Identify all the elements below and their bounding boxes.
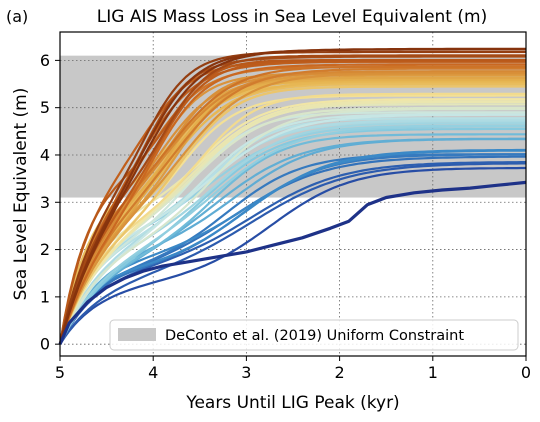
- plot-frame: [59, 31, 527, 357]
- panel-label: (a): [6, 7, 28, 26]
- x-tick-label: 3: [241, 363, 251, 382]
- ensemble-line: [58, 78, 526, 345]
- legend-box: [109, 319, 519, 351]
- ensemble-line: [58, 85, 526, 345]
- y-tick-label: 4: [40, 145, 50, 164]
- ensemble-series: [58, 47, 527, 345]
- legend-label: DeConto et al. (2019) Uniform Constraint: [165, 328, 464, 344]
- ensemble-line: [58, 117, 526, 345]
- y-tick-label: 0: [40, 335, 50, 354]
- y-tick-label: 2: [40, 240, 50, 259]
- y-tick-label: 1: [40, 287, 50, 306]
- ensemble-line: [58, 47, 526, 345]
- x-axis-ticks: 5 4 3 2 1 0: [55, 356, 531, 382]
- x-tick-label: 4: [148, 363, 158, 382]
- ensemble-line: [58, 63, 526, 345]
- x-tick-label: 0: [521, 363, 531, 382]
- y-tick-label: 6: [40, 51, 50, 70]
- ensemble-line: [59, 127, 526, 345]
- ensemble-line: [58, 148, 526, 345]
- ensemble-line: [58, 113, 526, 345]
- ensemble-line: [58, 153, 526, 345]
- y-tick-label: 3: [40, 193, 50, 212]
- chart-title: LIG AIS Mass Loss in Sea Level Equivalen…: [97, 7, 487, 27]
- y-axis-ticks: 0 1 2 3 4 5 6: [40, 51, 60, 354]
- lowest-series-line: [58, 180, 527, 345]
- y-tick-label: 5: [40, 98, 50, 117]
- ensemble-line: [58, 54, 526, 345]
- ensemble-line: [59, 166, 526, 345]
- ensemble-line: [58, 50, 526, 345]
- legend: DeConto et al. (2019) Uniform Constraint: [109, 319, 519, 351]
- ensemble-line: [58, 70, 526, 345]
- x-axis-label: Years Until LIG Peak (kyr): [185, 393, 399, 413]
- ensemble-line: [58, 111, 526, 345]
- x-tick-label: 5: [55, 363, 65, 382]
- x-tick-label: 2: [335, 363, 345, 382]
- ensemble-line: [58, 98, 526, 345]
- ensemble-line: [58, 133, 526, 345]
- legend-swatch: [118, 328, 156, 341]
- ensemble-line: [58, 67, 526, 345]
- ensemble-line: [58, 92, 526, 345]
- ensemble-line: [58, 118, 526, 345]
- x-tick-label: 1: [428, 363, 438, 382]
- ensemble-line: [59, 162, 526, 345]
- y-axis-label: Sea Level Equivalent (m): [11, 88, 31, 301]
- ensemble-line: [58, 74, 526, 345]
